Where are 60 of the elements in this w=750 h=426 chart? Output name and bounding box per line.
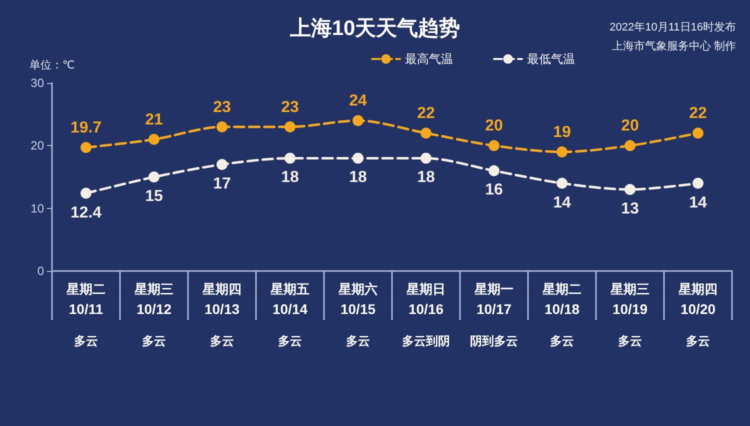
text: 2022年10月11日16时发布 (610, 20, 736, 34)
point (692, 128, 704, 139)
data-label: 14 (689, 194, 707, 212)
point (420, 152, 432, 164)
point (284, 121, 296, 132)
y-tick-label: 10 (30, 201, 44, 216)
data-label: 17 (213, 175, 231, 192)
data-label: 16 (485, 182, 503, 199)
point (488, 165, 500, 176)
data-label: 12.4 (70, 204, 102, 222)
category-label: 星期五 10/14 多云 (270, 282, 310, 348)
point (80, 142, 92, 154)
point (216, 121, 228, 132)
y-tick-label: 20 (30, 138, 44, 153)
point (420, 128, 432, 139)
data-label: 14 (553, 194, 571, 212)
point (148, 134, 160, 145)
category-label: 星期日 10/16 多云到阴 (402, 282, 450, 348)
data-label: 18 (281, 169, 299, 186)
y-tick-label: 0 (37, 264, 44, 278)
data-label: 13 (621, 200, 639, 218)
category-label: 星期一 10/17 阴到多云 (470, 282, 518, 348)
category-label: 星期四 10/20 多云 (678, 282, 718, 348)
data-label: 19.7 (70, 120, 102, 137)
data-label: 18 (417, 169, 435, 186)
point (624, 140, 636, 152)
data-label: 23 (213, 98, 231, 116)
category-label: 星期四 10/13 多云 (202, 282, 242, 348)
y-axis-title: 单位：℃ (29, 58, 75, 72)
data-label: 22 (417, 105, 435, 122)
category-label: 星期三 10/19 多云 (610, 282, 650, 348)
data-label: 15 (145, 188, 163, 205)
chart-title: 上海10天天气趋势 (288, 17, 460, 40)
data-label: 21 (145, 111, 163, 128)
legend-label: 最低气温 (527, 52, 575, 66)
point (284, 152, 296, 164)
category-label: 星期六 10/15 多云 (338, 282, 378, 348)
point (556, 146, 568, 158)
point (216, 158, 228, 170)
category-label: 星期二 10/18 多云 (542, 282, 582, 348)
text: 上海市气象服务中心 制作 (612, 40, 736, 52)
point (80, 188, 92, 199)
data-label: 24 (349, 92, 367, 110)
point (556, 178, 568, 189)
y-tick-label: 30 (30, 76, 44, 90)
legend-label: 最高气温 (405, 52, 453, 66)
point (624, 184, 636, 196)
point (352, 152, 364, 164)
category-label: 星期三 10/12 多云 (134, 282, 174, 348)
data-label: 18 (349, 169, 367, 186)
point (148, 172, 160, 182)
point (352, 115, 364, 126)
category-label: 星期二 10/11 多云 (66, 282, 106, 348)
data-label: 20 (621, 118, 639, 135)
data-label: 23 (281, 98, 299, 116)
point (488, 140, 500, 152)
data-label: 22 (689, 105, 707, 122)
data-label: 19 (553, 124, 571, 141)
point (692, 178, 704, 189)
data-label: 20 (485, 118, 503, 135)
